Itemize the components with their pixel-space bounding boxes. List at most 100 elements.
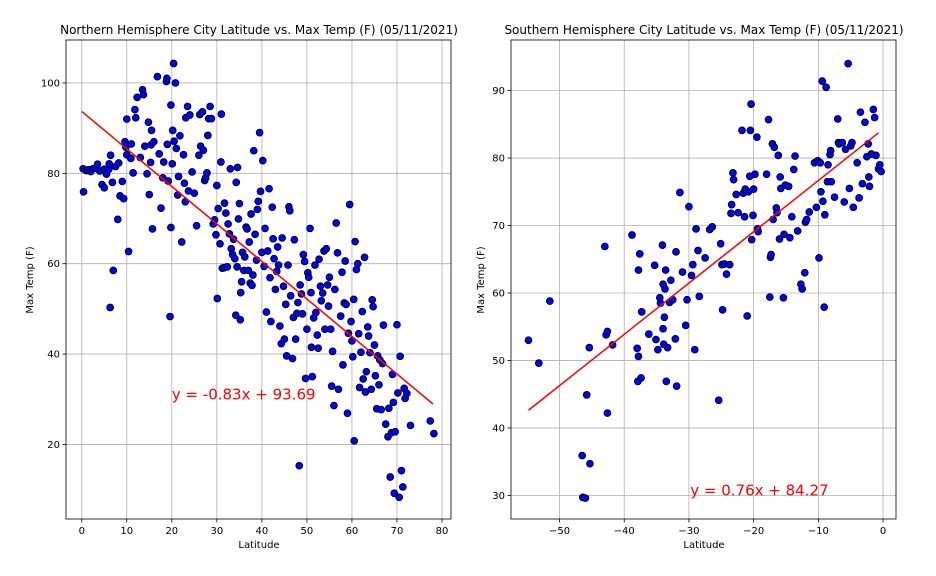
- data-point: [802, 215, 811, 224]
- data-point: [317, 296, 326, 305]
- data-point: [251, 230, 259, 239]
- data-point: [143, 169, 151, 178]
- data-point: [167, 101, 175, 109]
- data-point: [249, 146, 258, 155]
- data-point: [727, 200, 736, 209]
- data-point: [330, 285, 339, 294]
- data-point: [231, 311, 240, 320]
- data-point: [635, 250, 644, 258]
- data-point: [113, 215, 122, 224]
- data-point: [236, 315, 245, 324]
- data-point: [869, 105, 878, 114]
- data-point: [722, 270, 731, 278]
- x-axis-label: Latitude: [238, 540, 279, 551]
- data-point: [815, 254, 823, 262]
- data-point: [678, 268, 687, 276]
- data-point: [784, 182, 793, 191]
- data-point: [224, 220, 232, 228]
- x-tick-label: 10: [120, 526, 133, 537]
- data-point: [307, 288, 315, 297]
- data-point: [106, 303, 114, 312]
- data-point: [403, 389, 411, 398]
- data-point: [295, 461, 304, 470]
- data-point: [358, 307, 367, 316]
- data-point: [155, 150, 164, 158]
- data-point: [213, 294, 222, 303]
- data-point: [661, 266, 670, 274]
- data-point: [217, 158, 225, 166]
- data-point: [701, 254, 709, 262]
- regression-line: [81, 110, 434, 405]
- data-point: [369, 302, 377, 311]
- data-point: [725, 260, 734, 269]
- data-point: [131, 113, 140, 122]
- x-tick-label: −50: [549, 526, 570, 537]
- data-point: [786, 233, 794, 242]
- data-point: [326, 325, 335, 334]
- data-point: [654, 345, 662, 354]
- data-point: [248, 281, 256, 290]
- data-point: [838, 138, 847, 147]
- data-point: [381, 420, 390, 428]
- y-tick-label: 50: [492, 356, 505, 367]
- data-point: [672, 247, 680, 256]
- data-point: [168, 159, 177, 168]
- data-point: [290, 235, 299, 244]
- data-point: [332, 219, 341, 227]
- data-point: [676, 188, 684, 197]
- data-point: [140, 142, 149, 151]
- data-point: [176, 131, 184, 140]
- data-point: [582, 391, 591, 399]
- data-point: [324, 302, 333, 311]
- data-point: [285, 206, 294, 215]
- data-point: [139, 90, 148, 99]
- data-point: [780, 230, 788, 239]
- data-point: [296, 281, 305, 289]
- data-point: [354, 329, 363, 338]
- plot-area: 0 10 20 30 40 50 60 70 80 20 40 60 80 100: [41, 39, 452, 537]
- data-point: [122, 115, 131, 123]
- data-point: [694, 246, 702, 255]
- y-tick-label: 80: [47, 169, 60, 180]
- data-point: [253, 205, 262, 214]
- data-point: [787, 212, 796, 221]
- plot-area: −50 −40 −30 −20 −10 0 30 40 50 60 70 80 90: [492, 39, 897, 537]
- data-point: [364, 332, 373, 340]
- data-point: [266, 273, 274, 282]
- data-point: [198, 107, 207, 116]
- data-point: [159, 158, 168, 166]
- y-tick-label: 80: [492, 154, 505, 165]
- data-point: [822, 83, 830, 92]
- y-tick-label: 40: [492, 423, 505, 434]
- data-point: [397, 466, 406, 475]
- data-point: [391, 427, 400, 436]
- data-point: [853, 158, 862, 167]
- data-point: [243, 225, 251, 233]
- data-point: [328, 347, 337, 356]
- data-point: [819, 197, 827, 206]
- data-point: [325, 273, 334, 282]
- data-point: [870, 113, 879, 122]
- x-tick-label: 0: [880, 526, 886, 537]
- data-point: [368, 295, 377, 304]
- data-point: [174, 172, 183, 181]
- data-point: [386, 473, 395, 481]
- data-point: [313, 331, 322, 339]
- data-point: [214, 204, 223, 213]
- data-point: [370, 341, 379, 349]
- data-point: [147, 126, 156, 135]
- data-point: [650, 261, 659, 270]
- data-point: [714, 396, 723, 405]
- data-point: [236, 288, 245, 297]
- data-point: [581, 494, 590, 502]
- data-point: [545, 297, 554, 305]
- data-point: [276, 322, 284, 330]
- data-point: [265, 184, 273, 193]
- data-point: [171, 79, 180, 87]
- y-tick-label: 60: [492, 288, 505, 299]
- data-point: [274, 261, 283, 269]
- data-point: [118, 177, 127, 186]
- data-point: [652, 335, 660, 344]
- data-point: [333, 248, 342, 257]
